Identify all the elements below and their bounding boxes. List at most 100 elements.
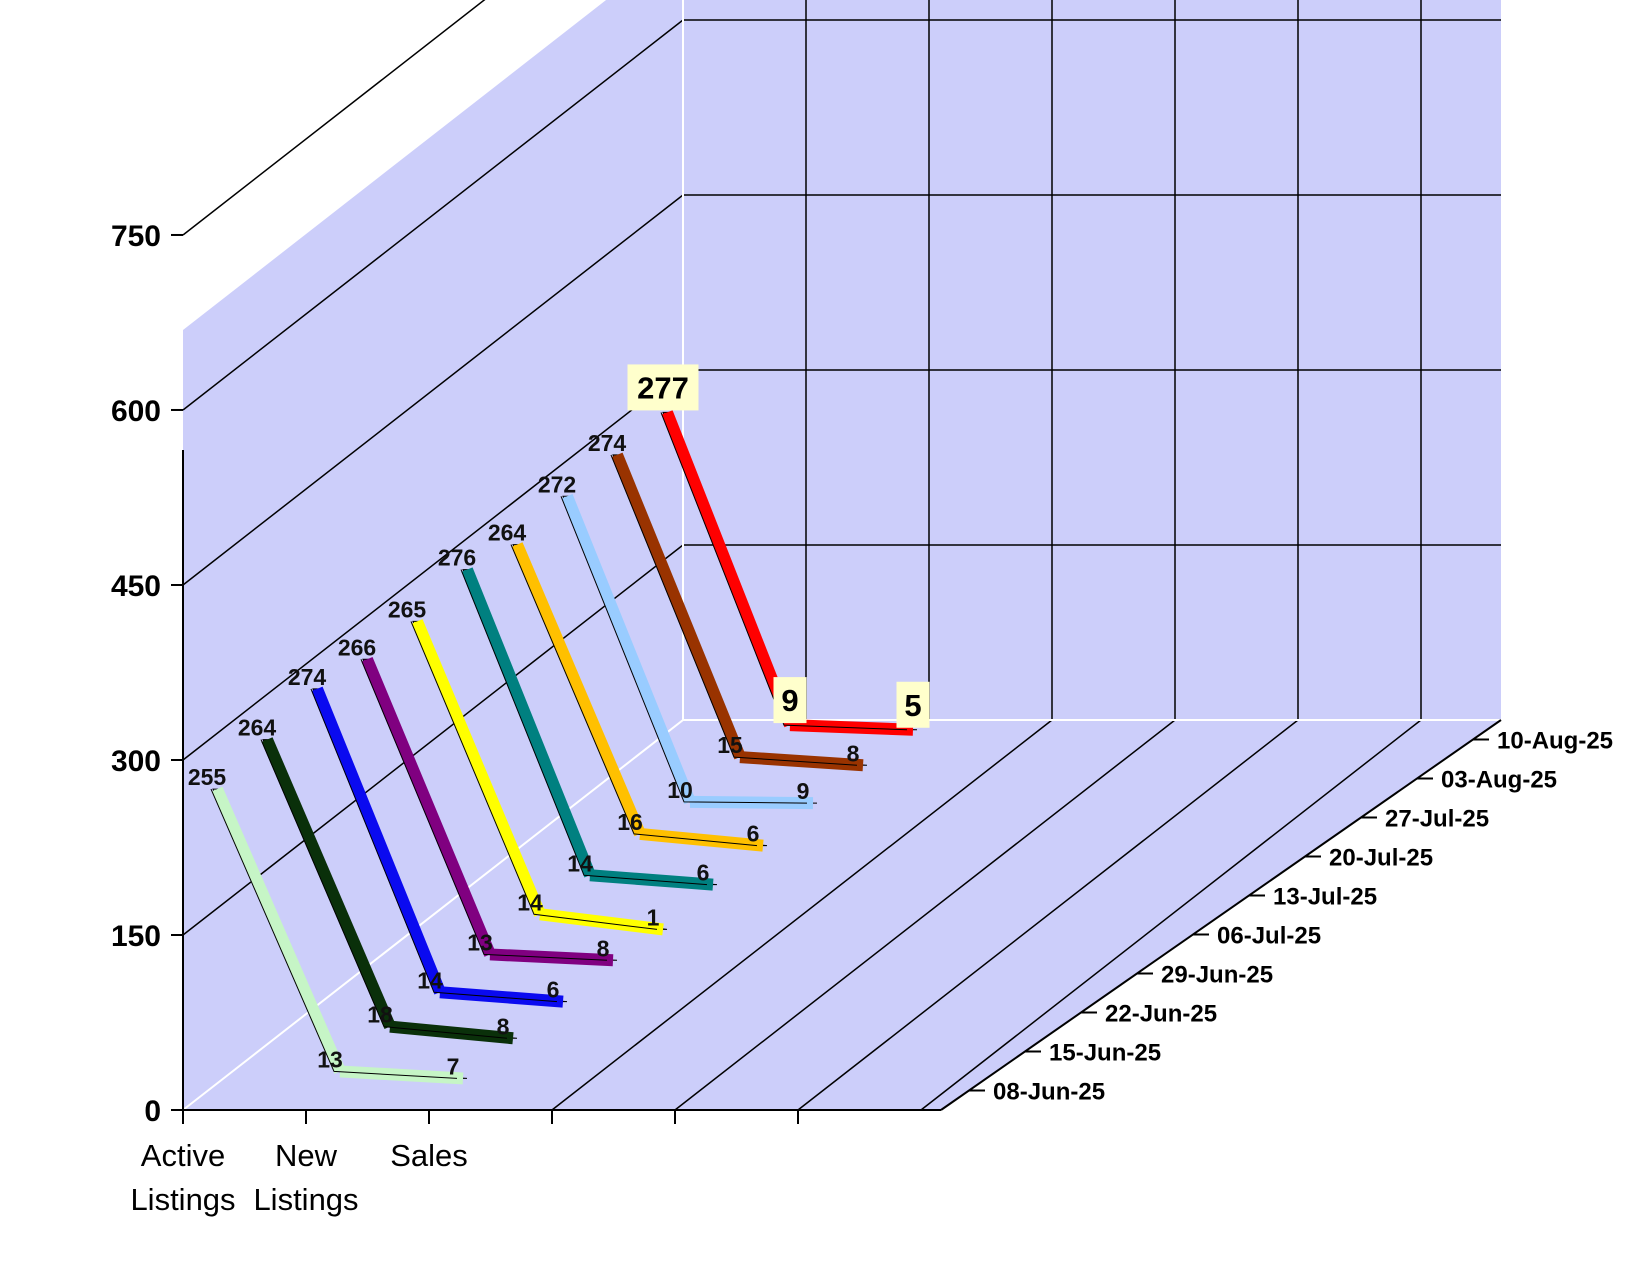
series-ribbon: [260, 737, 518, 1045]
data-label: 266: [338, 634, 376, 660]
depth-date-label: 03-Aug-25: [1441, 767, 1557, 794]
data-label: 9: [797, 778, 810, 804]
ribbon-edge: [610, 454, 858, 766]
data-label: 15: [717, 732, 743, 758]
series-ribbon: [510, 542, 768, 852]
data-label: 7: [447, 1053, 460, 1079]
depth-date-label: 15-Jun-25: [1049, 1040, 1161, 1067]
floor-gridline: [674, 719, 1176, 1111]
data-label: 14: [567, 850, 593, 876]
highlight-label-box: [627, 364, 699, 411]
series-ribbon: [210, 786, 468, 1085]
data-label: 8: [497, 1013, 510, 1039]
ribbon-segment: [411, 619, 546, 917]
series-ribbon: [360, 656, 618, 967]
y-tick-label: 450: [111, 570, 161, 603]
ribbon-segment: [261, 737, 396, 1029]
depth-date-label: 08-Jun-25: [993, 1079, 1105, 1106]
chart-gridlines: [182, 0, 1501, 1111]
x-category-label: Listings: [253, 1182, 358, 1217]
ribbon-segment: [389, 1020, 514, 1045]
data-label: 8: [847, 740, 860, 766]
data-label: 14: [417, 967, 443, 993]
data-label: 265: [388, 596, 427, 622]
data-label: 264: [488, 520, 527, 546]
y-tick-label: 600: [111, 395, 161, 428]
data-label: 274: [288, 664, 327, 690]
data-label: 6: [547, 977, 560, 1003]
ribbon-edge: [360, 659, 608, 961]
highlight-label-box: [773, 677, 807, 724]
highlight-data-label: 277: [637, 370, 689, 405]
side-gridline: [182, 194, 684, 586]
data-label: 1: [647, 904, 660, 930]
chart-series: [210, 410, 918, 1085]
floor-gridline: [797, 719, 1299, 1111]
ribbon-segment: [611, 452, 746, 760]
side-gridline: [182, 369, 684, 761]
ribbon-segment: [639, 827, 764, 852]
floor-gridline: [551, 719, 1053, 1111]
chart-data-labels: 277 9 5 274 15 8 272 10 9 264 16 6 276 14 6 265 14 1 266 13…: [188, 364, 930, 1079]
depth-date-label: 06-Jul-25: [1217, 923, 1321, 950]
ribbon-segment: [511, 542, 646, 837]
series-ribbon: [410, 619, 668, 936]
ribbon-segment: [539, 908, 664, 936]
ribbon-segment: [561, 494, 696, 805]
back-wall: [683, 0, 1501, 720]
depth-date-label: 20-Jul-25: [1329, 845, 1433, 872]
depth-date-label: 13-Jul-25: [1273, 884, 1377, 911]
x-category-label: Active: [141, 1138, 225, 1173]
highlight-label-box: [896, 681, 930, 728]
data-label: 255: [188, 764, 227, 790]
x-category-label: Listings: [130, 1182, 235, 1217]
series-ribbon: [660, 410, 918, 736]
y-tick-label: 0: [144, 1095, 161, 1128]
x-category-label: Sales: [390, 1138, 468, 1173]
ribbon-segment: [661, 410, 796, 728]
highlight-data-label: 9: [781, 683, 798, 718]
data-label: 13: [317, 1046, 343, 1072]
data-label: 10: [667, 777, 693, 803]
ribbon-edge: [310, 688, 558, 1003]
data-label: 6: [747, 821, 760, 847]
floor-gridline: [920, 719, 1422, 1111]
series-ribbon: [610, 452, 868, 772]
data-label: 16: [617, 809, 643, 835]
side-gridline: [182, 0, 486, 236]
series-ribbon: [560, 494, 818, 810]
depth-axis-line: [940, 719, 1502, 1111]
y-tick-label: 300: [111, 745, 161, 778]
depth-date-label: 29-Jun-25: [1161, 962, 1273, 989]
x-category-label: New: [275, 1138, 338, 1173]
data-label: 274: [588, 430, 627, 456]
ribbon-edge: [660, 412, 908, 731]
highlight-data-label: 5: [904, 688, 921, 723]
data-label: 276: [438, 545, 476, 571]
series-ribbon: [460, 567, 718, 891]
ribbon-segment: [361, 656, 496, 957]
y-tick-label: 750: [111, 220, 161, 253]
floor: [183, 720, 1501, 1110]
ribbon-edge: [560, 496, 808, 804]
ribbon-edge: [460, 569, 708, 886]
data-label: 14: [517, 889, 543, 915]
ribbon-segment: [461, 567, 596, 878]
y-tick-label: 150: [111, 920, 161, 953]
ribbon-edge: [260, 739, 508, 1039]
ribbon-edge: [510, 544, 758, 847]
side-gridline: [182, 544, 684, 936]
data-label: 18: [367, 1002, 393, 1028]
ribbon-segment: [211, 786, 346, 1074]
depth-date-label: 27-Jul-25: [1385, 806, 1489, 833]
ribbon-segment: [311, 686, 446, 995]
side-gridline: [182, 19, 684, 411]
data-label: 264: [238, 715, 277, 741]
chart-axes: 0 150 300 450 600 750 Active Listings New Listing…: [111, 220, 1613, 1217]
data-label: 6: [697, 860, 710, 886]
ribbon-edge: [410, 621, 658, 930]
data-label: 13: [467, 929, 493, 955]
data-label: 272: [538, 471, 576, 497]
series-ribbon: [310, 686, 568, 1008]
